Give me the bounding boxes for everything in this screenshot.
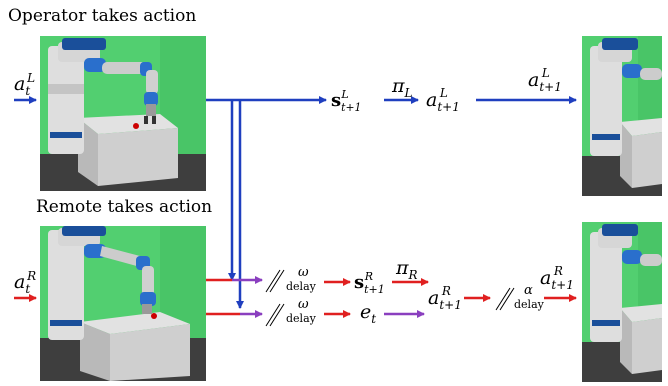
label-pi-R: πR bbox=[395, 257, 418, 282]
label-a-t1-R-output: at+1R bbox=[540, 264, 574, 292]
label-a-t-R: atR bbox=[14, 269, 36, 296]
svg-text:at+1L: at+1L bbox=[426, 86, 460, 114]
remote-robot-image-t1 bbox=[582, 222, 662, 382]
label-alpha-delay: α delay bbox=[514, 283, 545, 311]
operator-robot-image-t1 bbox=[582, 36, 662, 196]
svg-text:at+1R: at+1R bbox=[540, 264, 574, 292]
svg-text:πR: πR bbox=[395, 257, 418, 282]
svg-text:atL: atL bbox=[14, 71, 35, 98]
label-a-t1-L-output: at+1L bbox=[528, 66, 562, 94]
label-e-t: et bbox=[360, 301, 376, 326]
label-s-t1-R: st+1R bbox=[354, 270, 385, 296]
svg-text:st+1R: st+1R bbox=[354, 270, 385, 296]
svg-text:delay: delay bbox=[286, 312, 317, 325]
svg-text:πL: πL bbox=[391, 75, 413, 100]
operator-caption: Operator takes action bbox=[8, 6, 197, 26]
svg-text:delay: delay bbox=[286, 280, 317, 293]
label-omega-delay-1: ω delay bbox=[286, 265, 317, 293]
svg-text:at+1L: at+1L bbox=[528, 66, 562, 94]
remote-caption: Remote takes action bbox=[36, 197, 213, 217]
label-a-t1-R: at+1R bbox=[428, 284, 462, 312]
svg-text:st+1L: st+1L bbox=[331, 88, 361, 114]
delay-block-omega-1 bbox=[265, 269, 285, 293]
svg-text:delay: delay bbox=[514, 298, 545, 311]
label-pi-L: πL bbox=[391, 75, 413, 100]
remote-robot-image-t bbox=[40, 226, 206, 381]
svg-text:et: et bbox=[360, 301, 376, 326]
label-omega-delay-2: ω delay bbox=[286, 297, 317, 325]
svg-text:at+1R: at+1R bbox=[428, 284, 462, 312]
svg-text:α: α bbox=[524, 283, 533, 298]
delay-block-omega-2 bbox=[265, 303, 285, 327]
label-a-t-L: atL bbox=[14, 71, 35, 98]
label-a-t1-L: at+1L bbox=[426, 86, 460, 114]
svg-text:ω: ω bbox=[298, 297, 309, 312]
operator-robot-image-t bbox=[40, 36, 206, 191]
svg-text:ω: ω bbox=[298, 265, 309, 280]
delay-block-alpha bbox=[495, 287, 515, 311]
label-s-t1-L: st+1L bbox=[331, 88, 361, 114]
svg-text:atR: atR bbox=[14, 269, 36, 296]
